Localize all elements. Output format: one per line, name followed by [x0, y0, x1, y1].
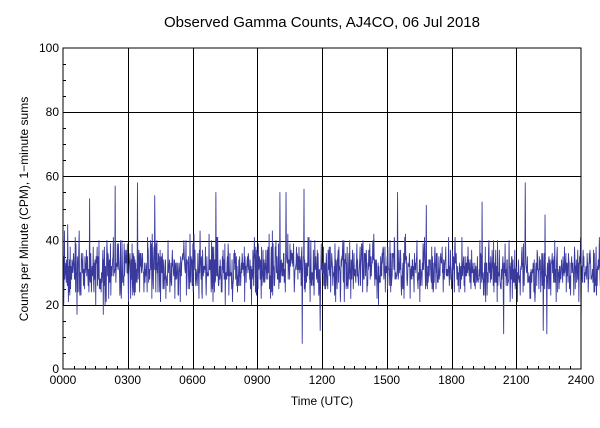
x-tick-labels: 0000 0300 0600 0900 1200 1500 1800 2100 2400 — [50, 373, 595, 387]
x-tick-label: 2400 — [568, 373, 595, 387]
gridlines — [63, 48, 581, 369]
chart-title: Observed Gamma Counts, AJ4CO, 06 Jul 201… — [164, 14, 480, 31]
y-tick-label: 100 — [39, 41, 59, 55]
x-tick-label: 0600 — [179, 373, 206, 387]
x-tick-label: 0900 — [244, 373, 271, 387]
x-tick-label: 2100 — [503, 373, 530, 387]
x-axis-label: Time (UTC) — [291, 394, 353, 408]
x-tick-label: 1800 — [438, 373, 465, 387]
x-tick-label: 0300 — [114, 373, 141, 387]
y-tick-label: 80 — [46, 105, 60, 119]
x-tick-label: 0000 — [50, 373, 77, 387]
data-series — [62, 182, 600, 344]
plot-frame — [62, 47, 582, 370]
series-line-cpm — [62, 182, 600, 344]
y-tick-labels: 0 20 40 60 80 100 — [39, 41, 59, 376]
y-tick-label: 20 — [46, 298, 60, 312]
y-tick-label: 0 — [52, 362, 59, 376]
y-axis-label: Counts per Minute (CPM), 1−minute sums — [17, 97, 31, 321]
y-tick-label: 60 — [46, 169, 60, 183]
x-tick-label: 1200 — [309, 373, 336, 387]
x-tick-label: 1500 — [373, 373, 400, 387]
y-tick-label: 40 — [46, 234, 60, 248]
